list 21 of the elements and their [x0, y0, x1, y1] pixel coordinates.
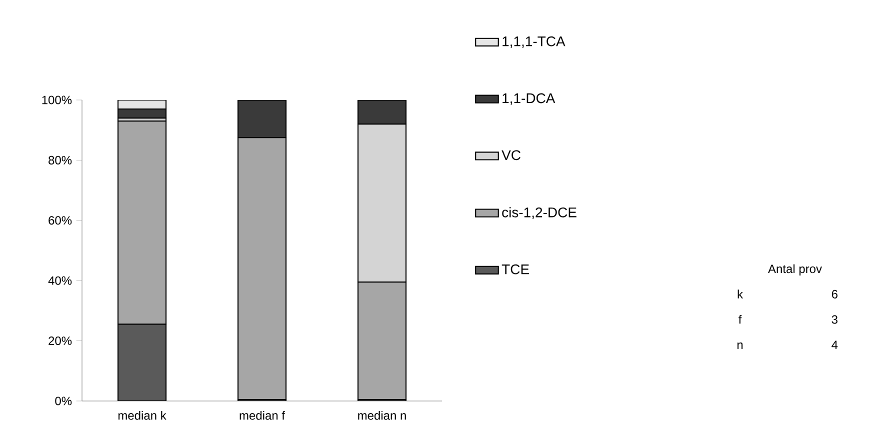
text: 6	[832, 290, 838, 298]
text: k	[738, 290, 744, 298]
text: n	[737, 342, 743, 349]
legend-label: 1,1,1-TCA	[502, 36, 566, 48]
text: Antal prov	[768, 264, 822, 276]
y-tick-label: 20%	[48, 336, 72, 346]
y-tick-label: 0%	[55, 396, 72, 406]
x-tick-label: median n	[358, 410, 406, 420]
x-tick-label: median f	[240, 410, 286, 420]
legend-label: cis-1,2-DCE	[502, 207, 576, 220]
x-tick-label: median k	[118, 410, 166, 420]
legend-label: 1,1-DCA	[502, 93, 556, 105]
legend-label: TCE	[502, 264, 529, 274]
text: 4	[832, 340, 838, 349]
text: 3	[832, 315, 838, 324]
legend-label: VC	[502, 150, 520, 160]
text: f	[738, 314, 742, 324]
y-tick-label: 80%	[48, 156, 72, 164]
y-tick-label: 60%	[48, 216, 72, 225]
y-tick-label: 100%	[42, 96, 72, 104]
y-tick-label: 40%	[48, 276, 72, 285]
